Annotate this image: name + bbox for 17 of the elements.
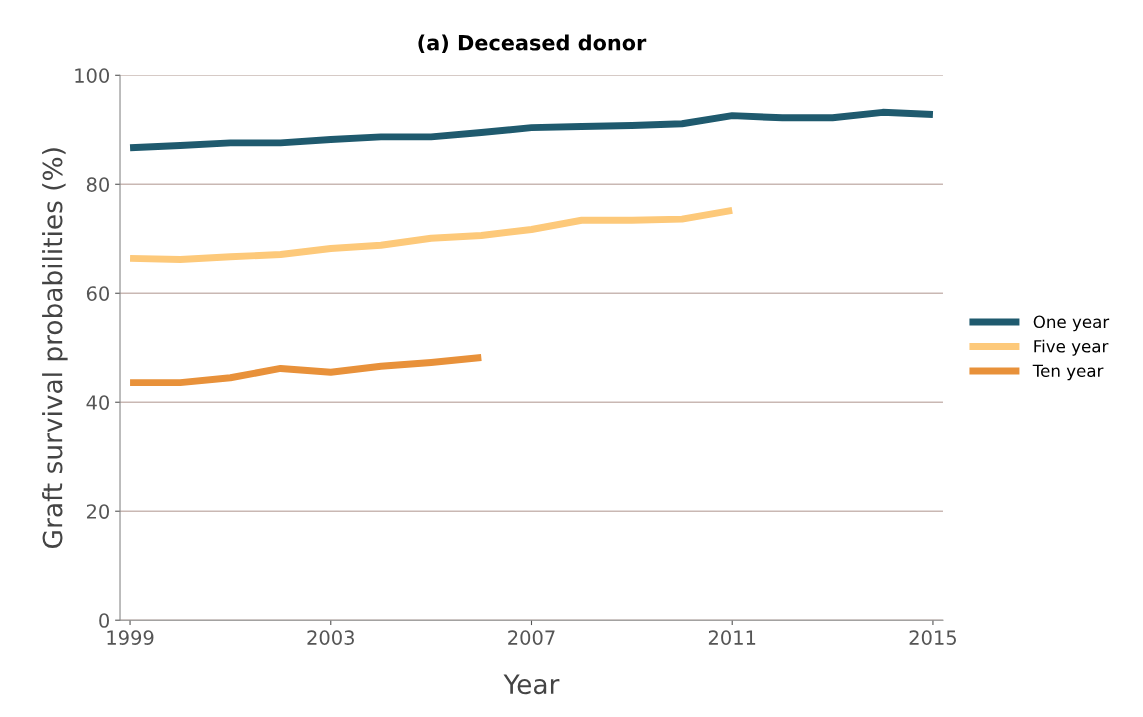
x-tick-label: 2003 (307, 630, 354, 645)
legend-label: Five year (1034, 339, 1109, 356)
y-tick-label: 100 (75, 68, 109, 83)
y-tick-label: 0 (99, 613, 109, 628)
x-tick-label: 2007 (508, 630, 555, 645)
chart-title: (a) Deceased donor (418, 34, 647, 54)
y-axis-title: Graft survival probabilities (%) (42, 148, 68, 548)
x-tick-label: 2011 (708, 630, 756, 645)
y-tick-label: 60 (86, 286, 109, 301)
y-tick-label: 40 (86, 395, 109, 410)
x-tick-label: 2015 (909, 630, 956, 645)
x-axis-title: Year (503, 674, 560, 695)
x-tick-label: 1999 (107, 630, 154, 645)
y-tick-label: 20 (86, 504, 109, 519)
legend-label: Ten year (1032, 364, 1104, 381)
y-tick-label: 80 (86, 177, 109, 192)
legend-label: One year (1033, 315, 1110, 332)
